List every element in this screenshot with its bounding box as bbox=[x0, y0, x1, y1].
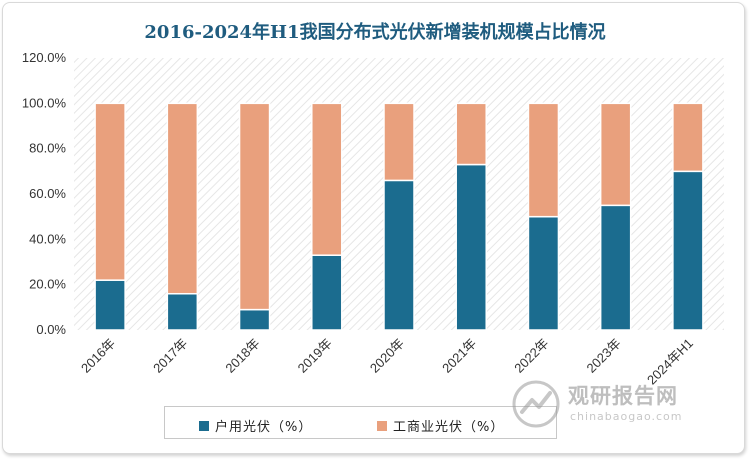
watermark-text: 观研报告网 bbox=[568, 384, 678, 408]
watermark-url: chinabaogao.com bbox=[570, 410, 683, 423]
bar-commercial bbox=[599, 102, 632, 207]
x-tick-label: 2019年 bbox=[295, 336, 335, 376]
bar-household bbox=[599, 204, 632, 331]
bar-household bbox=[238, 308, 271, 331]
x-tick-label: 2022年 bbox=[511, 336, 551, 376]
bar-commercial bbox=[166, 102, 199, 295]
bar-household bbox=[527, 215, 560, 331]
legend-item-household: 户用光伏（%） bbox=[199, 416, 312, 435]
bar-commercial bbox=[672, 102, 704, 173]
bar-household bbox=[383, 179, 415, 331]
chart-title: 2016-2024年H1我国分布式光伏新增装机规模占比情况 bbox=[144, 22, 606, 43]
legend-label-commercial: 工商业光伏（%） bbox=[393, 420, 505, 435]
y-tick-label: 60.0% bbox=[29, 186, 66, 201]
y-tick-label: 0.0% bbox=[36, 322, 66, 337]
bar-household bbox=[455, 163, 487, 331]
y-tick-label: 120.0% bbox=[22, 50, 67, 65]
bar-commercial bbox=[238, 102, 271, 311]
bar-commercial bbox=[455, 102, 487, 166]
x-tick-label: 2020年 bbox=[367, 336, 407, 376]
y-tick-label: 80.0% bbox=[29, 141, 66, 156]
legend-item-commercial: 工商业光伏（%） bbox=[377, 416, 504, 435]
y-tick-label: 100.0% bbox=[22, 95, 67, 110]
x-tick-label: 2023年 bbox=[584, 336, 624, 376]
bar-household bbox=[94, 279, 126, 331]
y-tick-label: 20.0% bbox=[29, 277, 66, 292]
bar-household bbox=[672, 170, 704, 331]
legend: 户用光伏（%） 工商业光伏（%） bbox=[164, 406, 557, 439]
x-tick-label: 2017年 bbox=[150, 336, 190, 376]
bar-household bbox=[166, 292, 199, 331]
legend-swatch-household bbox=[199, 420, 209, 431]
legend-label-household: 户用光伏（%） bbox=[215, 420, 313, 435]
x-tick-label: 2016年 bbox=[78, 336, 118, 376]
bar-commercial bbox=[94, 102, 126, 281]
watermark-logo-icon bbox=[512, 380, 560, 428]
x-tick-label: 2018年 bbox=[222, 336, 262, 376]
bar-household bbox=[311, 254, 343, 331]
bar-commercial bbox=[527, 102, 560, 218]
bar-commercial bbox=[383, 102, 415, 182]
y-tick-label: 40.0% bbox=[29, 231, 66, 246]
bar-commercial bbox=[311, 102, 343, 256]
legend-swatch-commercial bbox=[377, 420, 387, 431]
x-tick-label: 2021年 bbox=[439, 336, 479, 376]
watermark: 观研报告网 chinabaogao.com bbox=[510, 378, 725, 430]
